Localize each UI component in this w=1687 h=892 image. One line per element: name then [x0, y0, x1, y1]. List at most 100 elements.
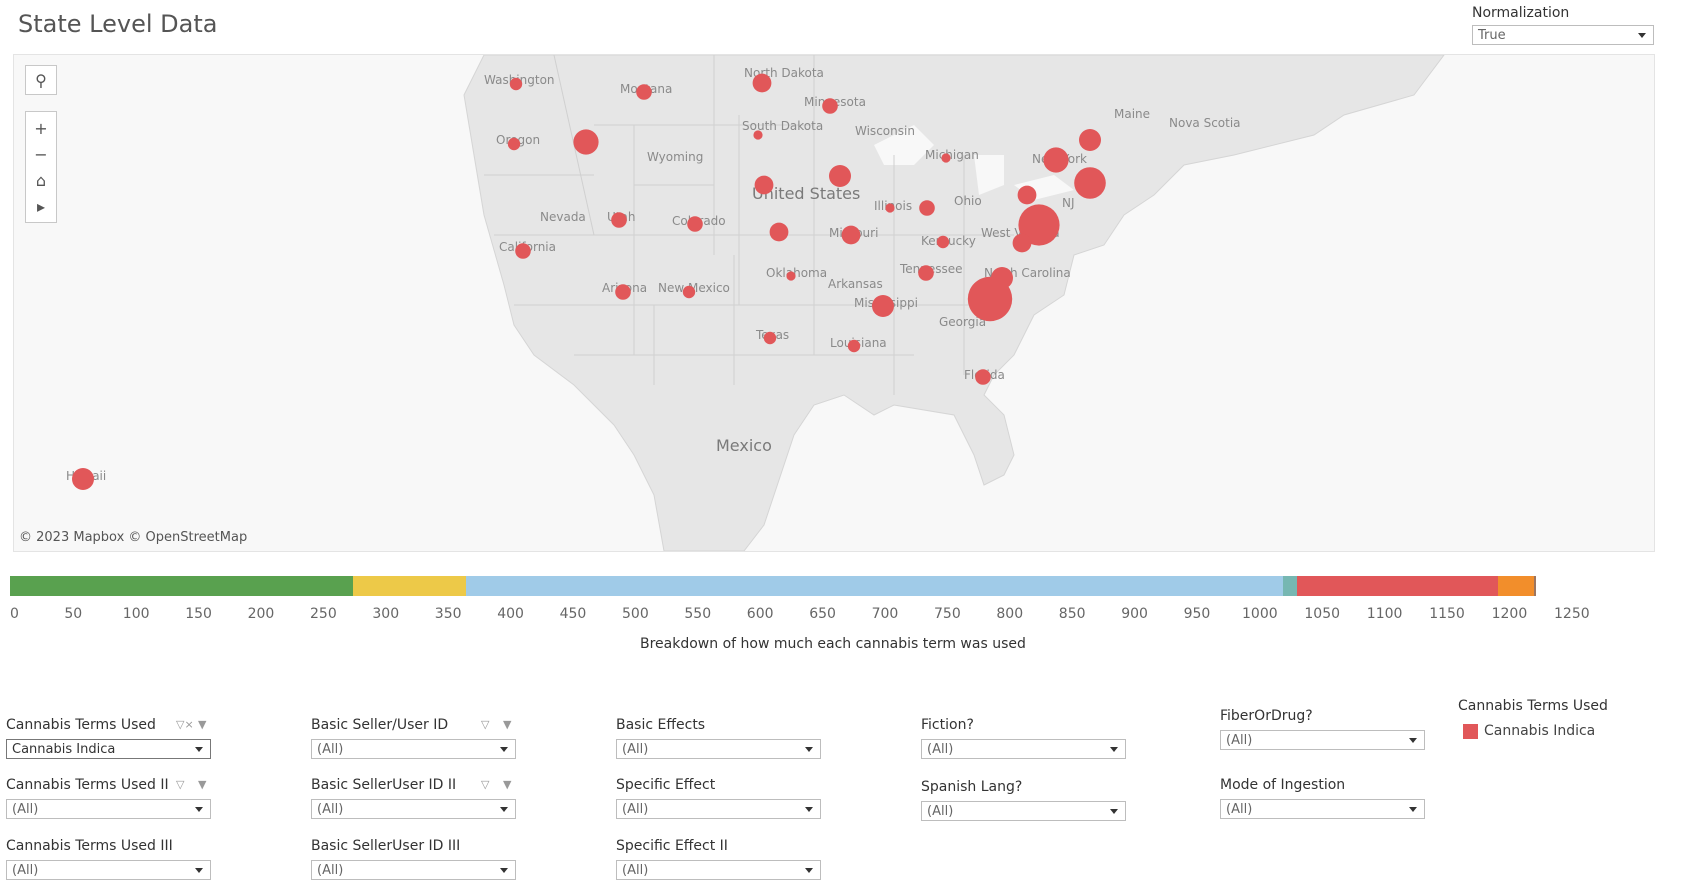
- map-label-nj: NJ: [1062, 196, 1075, 210]
- map-point-illinois[interactable]: [885, 203, 895, 213]
- map-point-colorado[interactable]: [687, 216, 703, 232]
- filter-value: (All): [317, 742, 344, 757]
- filter-seller-id-iii[interactable]: (All): [311, 860, 516, 880]
- zoom-out-button[interactable]: −: [25, 139, 57, 169]
- filter-label-spanish-lang: Spanish Lang?: [921, 779, 1023, 795]
- map-point-new-york[interactable]: [1043, 147, 1069, 173]
- filter-menu-icon[interactable]: ▼: [198, 778, 207, 791]
- chevron-down-icon: [1110, 747, 1118, 752]
- map-point-north-dakota[interactable]: [752, 73, 772, 93]
- filter-mode-of-ingestion[interactable]: (All): [1220, 799, 1425, 819]
- map-point-south-dakota[interactable]: [753, 130, 763, 140]
- chevron-down-icon: [1638, 33, 1646, 38]
- map-point-new-mexico[interactable]: [682, 285, 696, 299]
- map-label-oklahoma: Oklahoma: [766, 266, 827, 280]
- play-icon: ▸: [36, 196, 46, 216]
- filter-value: (All): [622, 863, 649, 878]
- bar-segment-3[interactable]: [465, 576, 1283, 596]
- map-point-oklahoma[interactable]: [786, 271, 796, 281]
- map-label-maine: Maine: [1114, 107, 1150, 121]
- filter-specific-effect-ii[interactable]: (All): [616, 860, 821, 880]
- map-point-arizona[interactable]: [615, 284, 631, 300]
- filter-funnel-icon[interactable]: ▽: [481, 778, 490, 791]
- map-point-mississippi[interactable]: [872, 295, 894, 317]
- map-point-maryland[interactable]: [1018, 204, 1060, 246]
- chevron-down-icon: [195, 747, 203, 752]
- map-point-vermont[interactable]: [1079, 129, 1101, 151]
- map-label-georgia: Georgia: [939, 315, 986, 329]
- filter-value: (All): [927, 742, 954, 757]
- breakdown-title: Breakdown of how much each cannabis term…: [640, 636, 1026, 652]
- filter-spanish-lang[interactable]: (All): [921, 801, 1126, 821]
- pan-mode-button[interactable]: ▸: [25, 191, 57, 221]
- filter-funnel-icon[interactable]: ▽: [176, 778, 185, 791]
- axis-tick-label: 900: [1121, 606, 1148, 622]
- map-label-united-states: United States: [752, 184, 860, 203]
- map-point-nebraska[interactable]: [754, 175, 774, 195]
- filter-seller-id[interactable]: (All): [311, 739, 516, 759]
- map-point-tennessee[interactable]: [918, 265, 934, 281]
- axis-tick-label: 650: [809, 606, 836, 622]
- filter-cannabis-terms-ii[interactable]: (All): [6, 799, 211, 819]
- filter-fiber-or-drug[interactable]: (All): [1220, 730, 1425, 750]
- filter-label-cannabis-terms-ii: Cannabis Terms Used II: [6, 777, 169, 793]
- bar-segment-6[interactable]: [1497, 576, 1534, 596]
- filter-value: (All): [1226, 802, 1253, 817]
- bar-segment-5[interactable]: [1296, 576, 1498, 596]
- bar-segment-1[interactable]: [10, 576, 354, 596]
- filter-cannabis-terms[interactable]: Cannabis Indica: [6, 739, 211, 759]
- filter-menu-icon[interactable]: ▼: [503, 718, 512, 731]
- bar-segment-2[interactable]: [353, 576, 466, 596]
- map-point-florida[interactable]: [975, 369, 991, 385]
- map-point-utah[interactable]: [611, 212, 627, 228]
- legend-item-cannabis-indica[interactable]: Cannabis Indica: [1484, 723, 1596, 739]
- map-point-louisiana[interactable]: [847, 339, 861, 353]
- filter-value: (All): [622, 742, 649, 757]
- filter-fiction[interactable]: (All): [921, 739, 1126, 759]
- filter-menu-icon[interactable]: ▼: [503, 778, 512, 791]
- filter-label-fiber-or-drug: FiberOrDrug?: [1220, 708, 1313, 724]
- zoom-in-button[interactable]: +: [25, 113, 57, 143]
- filter-seller-id-ii[interactable]: (All): [311, 799, 516, 819]
- map-point-kentucky[interactable]: [936, 235, 950, 249]
- bar-segment-4[interactable]: [1282, 576, 1297, 596]
- axis-tick-label: 750: [934, 606, 961, 622]
- map-label-south-dakota: South Dakota: [742, 119, 823, 133]
- map-point-indiana[interactable]: [919, 200, 935, 216]
- state-map[interactable]: Washington Montana North Dakota Minnesot…: [13, 54, 1655, 552]
- map-point-michigan[interactable]: [941, 153, 951, 163]
- filter-specific-effect[interactable]: (All): [616, 799, 821, 819]
- map-point-hawaii[interactable]: [72, 468, 94, 490]
- chevron-down-icon: [195, 868, 203, 873]
- filter-cannabis-terms-iii[interactable]: (All): [6, 860, 211, 880]
- map-canvas: Washington Montana North Dakota Minnesot…: [14, 55, 1654, 551]
- map-point-new-jersey[interactable]: [1074, 167, 1106, 199]
- search-map-button[interactable]: ⚲: [25, 65, 57, 95]
- filter-funnel-icon[interactable]: ▽: [481, 718, 490, 731]
- map-point-idaho[interactable]: [573, 129, 599, 155]
- plus-icon: +: [34, 118, 48, 138]
- filter-menu-icon[interactable]: ▼: [198, 718, 207, 731]
- map-label-nova-scotia: Nova Scotia: [1169, 116, 1241, 130]
- map-point-washington[interactable]: [509, 77, 523, 91]
- chevron-down-icon: [500, 807, 508, 812]
- map-point-oregon[interactable]: [507, 137, 521, 151]
- map-point-minnesota[interactable]: [822, 98, 838, 114]
- axis-tick-label: 200: [247, 606, 275, 622]
- axis-tick-label: 1050: [1304, 606, 1341, 622]
- map-point-missouri[interactable]: [841, 225, 861, 245]
- normalization-value: True: [1478, 28, 1506, 43]
- filter-clear-icon[interactable]: ▽×: [176, 718, 194, 731]
- filter-basic-effects[interactable]: (All): [616, 739, 821, 759]
- map-point-kansas[interactable]: [769, 222, 789, 242]
- map-point-montana[interactable]: [636, 84, 652, 100]
- map-point-texas[interactable]: [763, 331, 777, 345]
- normalization-select[interactable]: True: [1472, 25, 1654, 45]
- bar-segment-7[interactable]: [1533, 576, 1537, 596]
- map-point-iowa[interactable]: [829, 165, 851, 187]
- map-point-pennsylvania[interactable]: [1017, 185, 1037, 205]
- map-point-south-carolina[interactable]: [967, 276, 1013, 322]
- map-point-virginia[interactable]: [1012, 233, 1032, 253]
- home-button[interactable]: ⌂: [25, 165, 57, 195]
- map-point-california[interactable]: [515, 243, 531, 259]
